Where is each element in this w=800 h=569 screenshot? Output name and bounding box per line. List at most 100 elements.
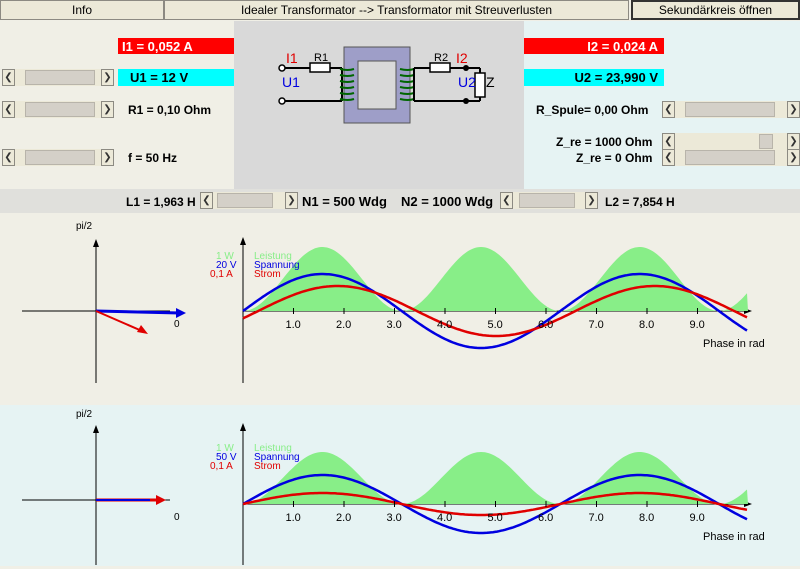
z-re-slider[interactable]: ❮ ❯ — [662, 133, 800, 150]
x-tick-label: 9.0 — [690, 319, 705, 331]
info-button[interactable]: Info — [0, 0, 164, 20]
circuit-z-label: Z — [486, 74, 495, 90]
n1-slider[interactable]: ❮ ❯ — [200, 192, 298, 209]
f-label: f = 50 Hz — [128, 151, 178, 165]
circuit-i1-label: I1 — [286, 50, 298, 66]
r1-label: R1 = 0,10 Ohm — [128, 103, 212, 117]
winding-row — [0, 189, 800, 213]
x-tick-label: 2.0 — [336, 512, 351, 524]
scroll-right-icon[interactable]: ❯ — [101, 149, 114, 166]
x-tick-label: 5.0 — [488, 512, 503, 524]
l1-label: L1 = 1,963 H — [126, 195, 196, 209]
scroll-left-icon[interactable]: ❮ — [662, 101, 675, 118]
scroll-right-icon[interactable]: ❯ — [285, 192, 298, 209]
legend-voltage-name: Spannung — [254, 260, 300, 271]
scroll-left-icon[interactable]: ❮ — [662, 133, 675, 150]
current-curve — [242, 284, 748, 338]
legend-power-value: 1 W — [216, 443, 234, 454]
secondary-graph-panel: pi/2 0 1.0 2.0 3.0 4.0 5.0 6.0 7.0 8.0 9.0 1 W L… — [0, 405, 800, 566]
legend-power-name: Leistung — [254, 443, 292, 454]
u2-display: U2 = 23,990 V — [524, 69, 664, 86]
n2-label: N2 = 1000 Wdg — [401, 194, 494, 209]
i2-display: I2 = 0,024 A — [524, 38, 664, 54]
u1-slider[interactable]: ❮ ❯ — [2, 69, 114, 86]
r-spule-slider[interactable]: ❮ ❯ — [662, 101, 800, 118]
circuit-r2-label: R2 — [434, 52, 448, 64]
voltage-curve — [242, 272, 748, 350]
transformer-diagram: I1 U1 R1 I2 U2 R2 Z — [278, 46, 495, 124]
pointer-zero-label: 0 — [174, 512, 180, 523]
x-axis-label: Phase in rad — [703, 531, 765, 543]
scroll-left-icon[interactable]: ❮ — [500, 192, 513, 209]
u2-value: U2 = 23,990 V — [574, 70, 658, 85]
scroll-right-icon[interactable]: ❯ — [585, 192, 598, 209]
x-tick-label: 1.0 — [286, 319, 301, 331]
pointer-axis-label: pi/2 — [76, 221, 93, 232]
x-tick-label: 4.0 — [437, 319, 452, 331]
legend-current-value: 0,1 A — [210, 269, 233, 280]
scroll-left-icon[interactable]: ❮ — [662, 149, 675, 166]
x-tick-label: 5.0 — [488, 319, 503, 331]
r1-slider[interactable]: ❮ ❯ — [2, 101, 114, 118]
l2-label: L2 = 7,854 H — [605, 195, 675, 209]
pointer-axis-label: pi/2 — [76, 409, 93, 420]
scroll-right-icon[interactable]: ❯ — [787, 133, 800, 150]
x-tick-label: 7.0 — [589, 319, 604, 331]
legend-voltage-value: 20 V — [216, 260, 237, 271]
legend-power-value: 1 W — [216, 251, 234, 262]
voltage-phasor — [95, 309, 181, 315]
x-tick-label: 3.0 — [387, 319, 402, 331]
scroll-right-icon[interactable]: ❯ — [101, 69, 114, 86]
circuit-u1-label: U1 — [282, 74, 300, 90]
scroll-left-icon[interactable]: ❮ — [2, 101, 15, 118]
x-tick-label: 6.0 — [538, 512, 553, 524]
primary-coil — [339, 68, 355, 101]
mode-toggle-button[interactable]: Idealer Transformator --> Transformator … — [164, 0, 629, 20]
n1-label: N1 = 500 Wdg — [302, 194, 387, 209]
x-tick-label: 3.0 — [387, 512, 402, 524]
r-spule-label: R_Spule= 0,00 Ohm — [536, 103, 649, 117]
n2-slider[interactable]: ❮ ❯ — [500, 192, 598, 209]
power-curve — [243, 452, 748, 504]
legend-voltage-value: 50 V — [216, 452, 237, 463]
legend-voltage-name: Spannung — [254, 452, 300, 463]
u1-value: U1 = 12 V — [130, 70, 189, 85]
i1-value: I1 = 0,052 A — [122, 38, 193, 54]
secondary-coil — [399, 68, 415, 101]
scroll-right-icon[interactable]: ❯ — [101, 101, 114, 118]
x-axis-label: Phase in rad — [703, 338, 765, 350]
r2-resistor — [429, 62, 451, 73]
z-im-label: Z_re = 0 Ohm — [576, 151, 653, 165]
legend-current-value: 0,1 A — [210, 461, 233, 472]
scroll-left-icon[interactable]: ❮ — [2, 69, 15, 86]
scroll-right-icon[interactable]: ❯ — [787, 101, 800, 118]
z-im-slider[interactable]: ❮ ❯ — [662, 149, 800, 166]
x-tick-label: 1.0 — [286, 512, 301, 524]
primary-waveform-chart: pi/2 0 1.0 2.0 3.0 4.0 5.0 6.0 7.0 8.0 9.0 1 W L… — [22, 221, 765, 383]
scroll-left-icon[interactable]: ❮ — [200, 192, 213, 209]
voltage-curve — [242, 473, 748, 535]
circuit-r1-label: R1 — [314, 52, 328, 64]
load-impedance — [474, 72, 486, 98]
x-tick-label: 7.0 — [589, 512, 604, 524]
x-tick-label: 9.0 — [690, 512, 705, 524]
pointer-zero-label: 0 — [174, 319, 180, 330]
legend-current-name: Strom — [254, 461, 281, 472]
open-secondary-button[interactable]: Sekundärkreis öffnen — [631, 0, 800, 20]
x-tick-label: 8.0 — [639, 512, 654, 524]
secondary-waveform-chart: pi/2 0 1.0 2.0 3.0 4.0 5.0 6.0 7.0 8.0 9.0 1 W L… — [22, 409, 765, 565]
circuit-u2-label: U2 — [458, 74, 476, 90]
legend-current-name: Strom — [254, 269, 281, 280]
primary-graph-panel: pi/2 0 1.0 2.0 3.0 4.0 5.0 6.0 7.0 8.0 9.0 1 W L… — [0, 213, 800, 405]
z-re-label: Z_re = 1000 Ohm — [556, 135, 653, 149]
circuit-i2-label: I2 — [456, 50, 468, 66]
f-slider[interactable]: ❮ ❯ — [2, 149, 114, 166]
x-tick-label: 8.0 — [639, 319, 654, 331]
scroll-right-icon[interactable]: ❯ — [787, 149, 800, 166]
x-tick-label: 4.0 — [437, 512, 452, 524]
r1-resistor — [309, 62, 331, 73]
i2-value: I2 = 0,024 A — [587, 38, 658, 54]
power-curve — [243, 247, 748, 311]
scroll-left-icon[interactable]: ❮ — [2, 149, 15, 166]
u1-display: U1 = 12 V — [118, 69, 234, 86]
